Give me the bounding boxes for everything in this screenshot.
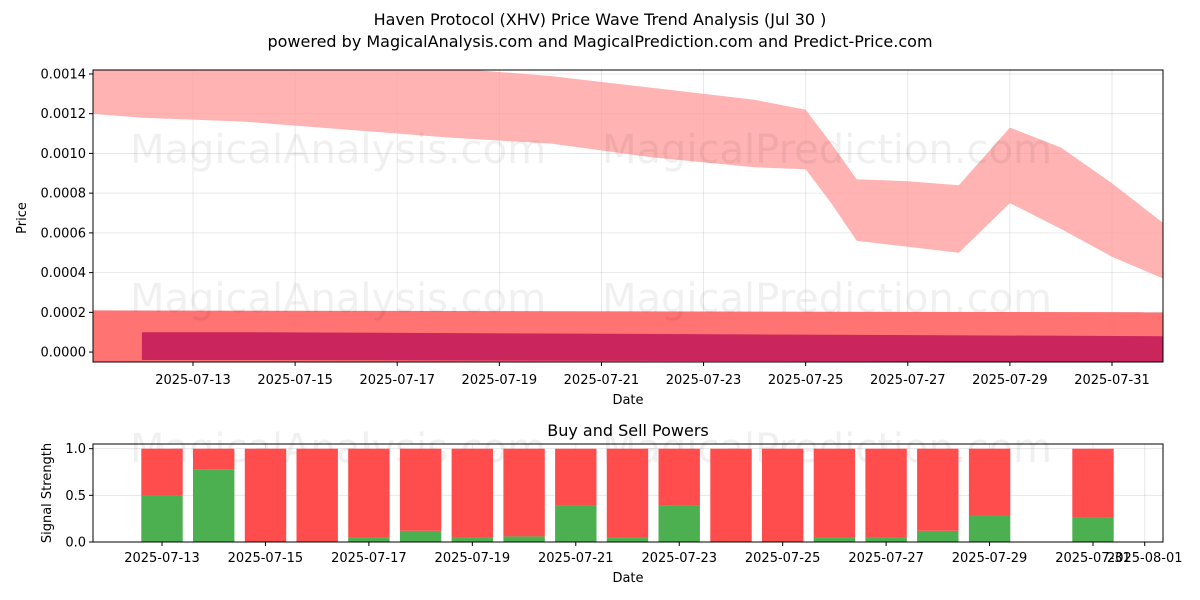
watermark-3: MagicalAnalysis.com bbox=[130, 276, 546, 322]
price-xtick-label-2: 2025-07-17 bbox=[359, 373, 435, 388]
signal-xtick-label-8: 2025-07-29 bbox=[952, 551, 1028, 566]
watermark-4: MagicalPrediction.com bbox=[602, 276, 1052, 322]
sell-bar-2025-07-15 bbox=[244, 448, 287, 542]
watermark-1: MagicalAnalysis.com bbox=[130, 127, 546, 173]
signal-x-axis-label: Date bbox=[612, 571, 643, 586]
buy-bar-2025-07-13 bbox=[141, 495, 183, 542]
price-y-axis-label: Price bbox=[15, 202, 30, 234]
signal-xtick-label-0: 2025-07-13 bbox=[124, 551, 200, 566]
sell-bar-2025-07-25 bbox=[762, 448, 804, 542]
signal-xtick-label-10: 2025-08-01 bbox=[1107, 551, 1183, 566]
price-xtick-label-8: 2025-07-29 bbox=[972, 373, 1048, 388]
price-xtick-label-6: 2025-07-25 bbox=[768, 373, 844, 388]
sell-bar-2025-07-27 bbox=[865, 448, 907, 538]
buy-bar-2025-07-26 bbox=[813, 537, 856, 542]
signal-plot-frame bbox=[92, 443, 1164, 543]
buy-bar-2025-07-19 bbox=[451, 537, 493, 542]
price-wave-plot: MagicalAnalysis.com MagicalPrediction.co… bbox=[15, 67, 1164, 408]
price-xtick-label-7: 2025-07-27 bbox=[870, 373, 946, 388]
sell-bar-2025-07-20 bbox=[503, 448, 545, 537]
price-ytick-label-2: 0.0004 bbox=[41, 266, 87, 281]
signal-xtick-label-7: 2025-07-27 bbox=[848, 551, 924, 566]
chart-title: Haven Protocol (XHV) Price Wave Trend An… bbox=[374, 10, 827, 29]
signal-xtick-label-6: 2025-07-25 bbox=[745, 551, 821, 566]
signal-ytick-label-2: 1.0 bbox=[65, 442, 86, 457]
sell-bar-2025-07-24 bbox=[710, 448, 752, 542]
price-plot-frame bbox=[92, 69, 1164, 363]
buy-bar-2025-07-23 bbox=[658, 505, 700, 542]
buy-bar-2025-07-17 bbox=[348, 537, 390, 542]
signal-x-ticks: 2025-07-13 2025-07-15 2025-07-17 2025-07-19… bbox=[124, 542, 1183, 566]
chart-subtitle: powered by MagicalAnalysis.com and Magic… bbox=[267, 32, 932, 51]
buy-sell-title: Buy and Sell Powers bbox=[547, 421, 709, 440]
signal-bars bbox=[141, 448, 1114, 542]
signal-ytick-label-1: 0.5 bbox=[65, 489, 86, 504]
price-bands bbox=[93, 70, 1163, 362]
signal-y-axis-label: Signal Strength bbox=[40, 443, 55, 543]
price-xtick-label-4: 2025-07-21 bbox=[564, 373, 640, 388]
sell-bar-2025-07-18 bbox=[399, 448, 442, 531]
price-ytick-label-6: 0.0012 bbox=[41, 107, 87, 122]
sell-bar-2025-07-22 bbox=[606, 448, 649, 538]
price-ytick-label-0: 0.0000 bbox=[41, 346, 87, 361]
signal-y-ticks: 0.0 0.5 1.0 bbox=[65, 442, 93, 551]
price-ytick-label-3: 0.0006 bbox=[41, 226, 87, 241]
sell-bar-2025-07-23 bbox=[658, 448, 700, 506]
buy-bar-2025-07-21 bbox=[555, 505, 597, 542]
signal-xtick-label-3: 2025-07-19 bbox=[435, 551, 511, 566]
signal-xtick-label-4: 2025-07-21 bbox=[538, 551, 614, 566]
price-xtick-label-3: 2025-07-19 bbox=[462, 373, 538, 388]
buy-bar-2025-07-20 bbox=[503, 536, 545, 542]
price-ytick-label-1: 0.0002 bbox=[41, 306, 87, 321]
signal-ytick-label-0: 0.0 bbox=[65, 536, 86, 551]
sell-bar-2025-07-14 bbox=[193, 448, 235, 470]
buy-bar-2025-07-28 bbox=[917, 530, 959, 542]
upper-wave-band bbox=[93, 70, 1163, 279]
price-x-ticks: 2025-07-13 2025-07-15 2025-07-17 2025-07-19… bbox=[155, 362, 1150, 388]
buy-sell-plot: Buy and Sell Powers MagicalAnalysis.com … bbox=[40, 421, 1183, 586]
buy-bar-2025-07-22 bbox=[606, 537, 649, 542]
price-xtick-label-9: 2025-07-31 bbox=[1074, 373, 1150, 388]
signal-xtick-label-5: 2025-07-23 bbox=[641, 551, 717, 566]
price-x-axis-label: Date bbox=[612, 393, 643, 408]
sell-bar-2025-07-16 bbox=[296, 448, 338, 542]
price-ytick-label-4: 0.0008 bbox=[41, 187, 87, 202]
price-xtick-label-1: 2025-07-15 bbox=[257, 373, 333, 388]
buy-bar-2025-07-18 bbox=[399, 530, 442, 542]
price-xtick-label-0: 2025-07-13 bbox=[155, 373, 231, 388]
sell-bar-2025-07-31 bbox=[1072, 448, 1114, 518]
buy-bar-2025-07-27 bbox=[865, 537, 907, 542]
buy-bar-2025-07-29 bbox=[968, 514, 1011, 542]
sell-bar-2025-07-29 bbox=[968, 448, 1011, 515]
buy-bar-2025-07-31 bbox=[1072, 517, 1114, 542]
sell-bar-2025-07-28 bbox=[917, 448, 959, 531]
sell-bar-2025-07-13 bbox=[141, 448, 183, 496]
sell-bar-2025-07-19 bbox=[451, 448, 493, 538]
buy-bar-2025-07-14 bbox=[193, 469, 235, 542]
price-xtick-label-5: 2025-07-23 bbox=[666, 373, 742, 388]
price-y-ticks: 0.0000 0.0002 0.0004 0.0006 0.0008 0.0010 0.00… bbox=[41, 67, 93, 361]
watermark-2: MagicalPrediction.com bbox=[602, 127, 1052, 173]
sell-bar-2025-07-21 bbox=[555, 448, 597, 506]
price-watermarks: MagicalAnalysis.com MagicalPrediction.co… bbox=[130, 127, 1052, 322]
sell-bar-2025-07-17 bbox=[348, 448, 390, 538]
price-ytick-label-7: 0.0014 bbox=[41, 67, 87, 82]
lower-inner-band bbox=[141, 332, 1163, 362]
signal-xtick-label-1: 2025-07-15 bbox=[228, 551, 304, 566]
signal-xtick-label-2: 2025-07-17 bbox=[331, 551, 407, 566]
price-ytick-label-5: 0.0010 bbox=[41, 147, 87, 162]
signal-xtick-label-9: 2025-07-31 bbox=[1055, 551, 1131, 566]
sell-bar-2025-07-26 bbox=[813, 448, 856, 538]
